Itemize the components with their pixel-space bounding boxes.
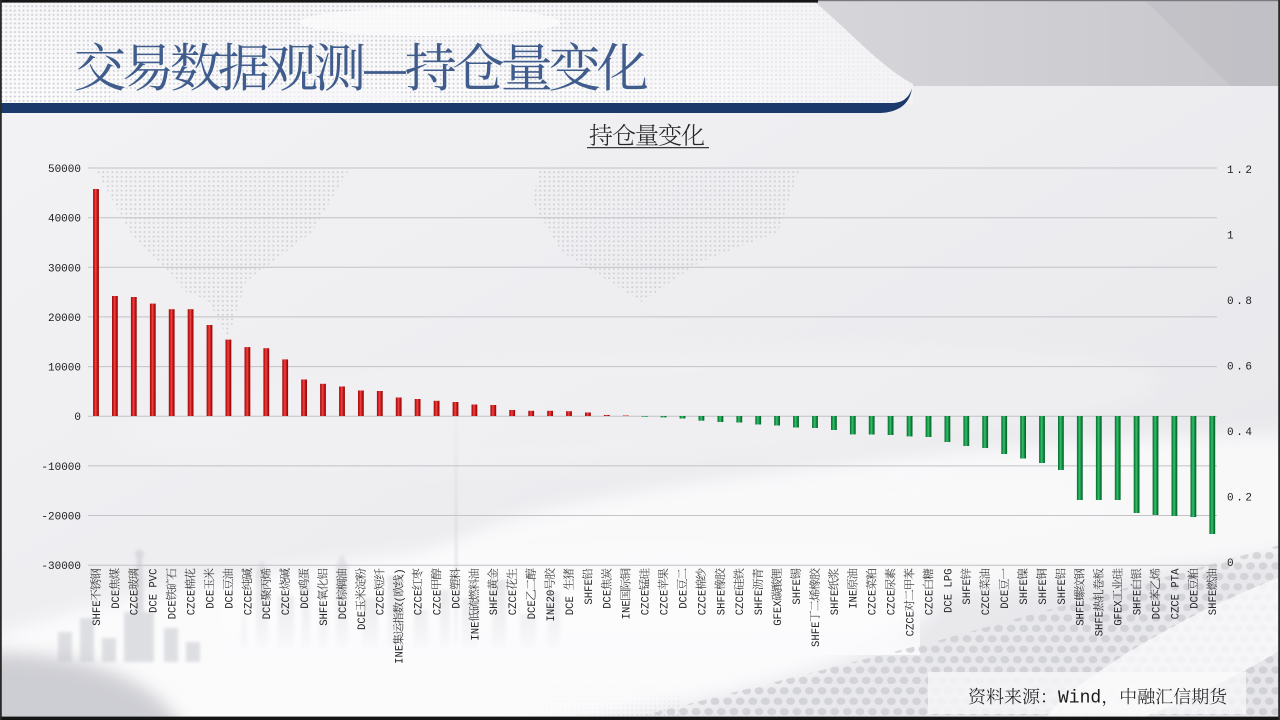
- svg-text:DCE: DCE: [224, 590, 236, 609]
- svg-text:SHFE: SHFE: [1208, 590, 1220, 615]
- svg-text:1.2: 1.2: [1227, 165, 1255, 177]
- svg-text:-10000: -10000: [41, 462, 81, 474]
- svg-text:DCE: DCE: [338, 600, 350, 619]
- svg-text:INE20: INE20: [546, 590, 558, 622]
- svg-text:0.8: 0.8: [1227, 296, 1255, 308]
- svg-text:-20000: -20000: [41, 512, 81, 524]
- svg-text:INE: INE: [470, 622, 482, 641]
- svg-text:DCE: DCE: [1189, 590, 1201, 609]
- svg-text:SHFE: SHFE: [584, 579, 596, 604]
- svg-text:DCE: DCE: [678, 590, 690, 609]
- svg-text:SHFE: SHFE: [1076, 600, 1088, 625]
- svg-text:CZCE: CZCE: [187, 590, 199, 615]
- svg-text:GFEX: GFEX: [773, 600, 785, 626]
- svg-text:CZCE: CZCE: [641, 590, 653, 615]
- svg-text:CZCE: CZCE: [981, 590, 993, 615]
- svg-text:CZCE: CZCE: [924, 590, 936, 615]
- svg-text:SHFE: SHFE: [754, 590, 766, 615]
- svg-text:CZCE: CZCE: [508, 590, 520, 615]
- svg-text:DCE: DCE: [300, 590, 312, 609]
- svg-text:1: 1: [1227, 231, 1236, 243]
- svg-text:0: 0: [74, 412, 81, 424]
- svg-text:DCE: DCE: [1151, 600, 1163, 619]
- svg-text:SHFE: SHFE: [319, 600, 331, 625]
- svg-text:INE: INE: [395, 645, 407, 664]
- svg-text:SHFE: SHFE: [1038, 579, 1050, 604]
- svg-text:CZCE: CZCE: [697, 590, 709, 615]
- svg-text:SHFE: SHFE: [1095, 611, 1107, 636]
- svg-text:DCE: DCE: [527, 600, 539, 619]
- svg-text:GFEX: GFEX: [1114, 600, 1126, 626]
- svg-text:DCE PVC: DCE PVC: [149, 568, 161, 613]
- svg-text:10000: 10000: [48, 363, 81, 375]
- svg-text:30000: 30000: [48, 263, 81, 275]
- svg-text:SHFE: SHFE: [962, 579, 974, 604]
- svg-text:DCE: DCE: [451, 590, 463, 609]
- svg-text:0: 0: [1227, 558, 1236, 570]
- svg-text:SHFE: SHFE: [716, 590, 728, 615]
- svg-text:0.4: 0.4: [1227, 427, 1255, 439]
- svg-text:DCE: DCE: [565, 590, 577, 615]
- svg-text:SHFE: SHFE: [489, 590, 501, 615]
- svg-text:INE: INE: [622, 600, 634, 619]
- svg-text:40000: 40000: [48, 214, 81, 226]
- svg-text:): ): [395, 568, 407, 574]
- svg-text:50000: 50000: [48, 164, 81, 176]
- svg-text:DCE: DCE: [111, 590, 123, 609]
- svg-text:CZCE PTA: CZCE PTA: [1170, 568, 1182, 620]
- svg-text:DCE LPG: DCE LPG: [943, 568, 955, 613]
- svg-text:DCE: DCE: [357, 611, 369, 630]
- svg-text:DCE: DCE: [1000, 590, 1012, 609]
- svg-text:CZCE: CZCE: [414, 590, 426, 615]
- svg-text:-30000: -30000: [41, 561, 81, 573]
- svg-text:SHFE: SHFE: [811, 622, 823, 647]
- svg-text:CZCE: CZCE: [906, 611, 918, 636]
- svg-text:CZCE: CZCE: [868, 590, 880, 615]
- svg-text:DCE: DCE: [205, 590, 217, 609]
- svg-text:SHFE: SHFE: [792, 579, 804, 604]
- svg-text:SHFE: SHFE: [1019, 579, 1031, 604]
- svg-text:Wind: Wind: [1058, 689, 1101, 709]
- svg-text:DCE: DCE: [168, 600, 180, 619]
- svg-text:DCE: DCE: [262, 600, 274, 619]
- svg-text:CZCE: CZCE: [735, 590, 747, 615]
- svg-text:0.2: 0.2: [1227, 493, 1255, 505]
- svg-text:DCE: DCE: [603, 590, 615, 609]
- svg-text:CZCE: CZCE: [243, 590, 255, 615]
- svg-text:CZCE: CZCE: [281, 590, 293, 615]
- svg-text:SHFE: SHFE: [92, 600, 104, 625]
- svg-text:CZCE: CZCE: [130, 590, 142, 615]
- svg-text:(: (: [395, 596, 407, 602]
- svg-text:CZCE: CZCE: [376, 590, 388, 615]
- svg-text:CZCE: CZCE: [660, 590, 672, 615]
- svg-text:CZCE: CZCE: [887, 590, 899, 615]
- svg-text:SHFE: SHFE: [1133, 590, 1145, 615]
- svg-text:SHFE: SHFE: [830, 590, 842, 615]
- svg-text:CZCE: CZCE: [433, 590, 445, 615]
- svg-text:SHFE: SHFE: [1057, 579, 1069, 604]
- svg-text:INE: INE: [849, 590, 861, 609]
- svg-text:20000: 20000: [48, 313, 81, 325]
- svg-text:0.6: 0.6: [1227, 362, 1255, 374]
